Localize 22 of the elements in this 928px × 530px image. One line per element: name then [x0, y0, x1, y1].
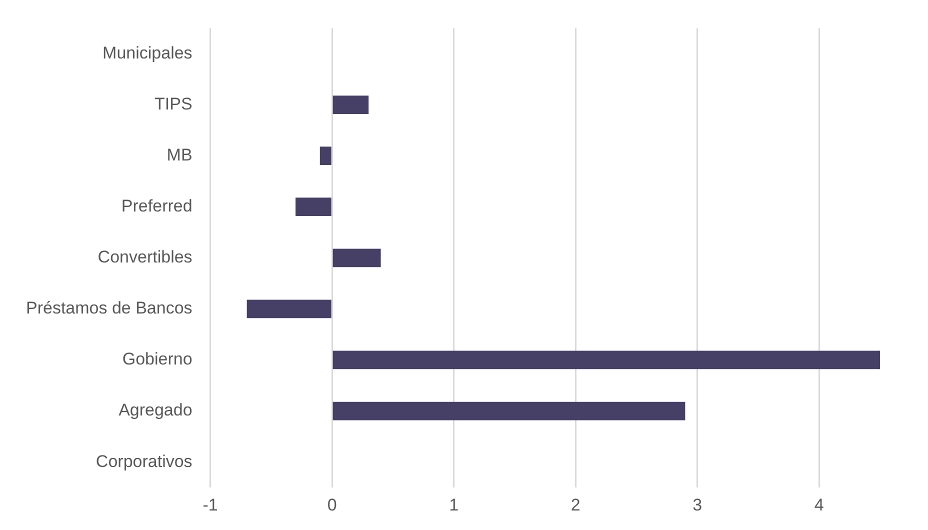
bar	[332, 96, 369, 114]
bar	[332, 248, 381, 268]
y-tick-label: Convertibles	[98, 248, 192, 267]
x-tick-label: 4	[814, 495, 824, 514]
x-tick-label: 2	[570, 495, 580, 514]
x-tick-label: -1	[202, 495, 218, 514]
bar	[320, 146, 332, 165]
x-tick-label: 1	[449, 495, 459, 514]
bar	[296, 198, 332, 216]
bar	[246, 300, 332, 318]
bar	[332, 402, 686, 420]
bar	[332, 350, 880, 370]
y-tick-label: Préstamos de Bancos	[26, 298, 192, 318]
y-tick-label: MB	[166, 146, 192, 164]
y-tick-label: Preferred	[121, 196, 192, 216]
y-tick-label: Agregado	[118, 400, 192, 420]
y-tick-label: Gobierno	[122, 350, 192, 369]
x-tick-label: 0	[327, 495, 337, 514]
y-tick-label: TIPS	[154, 94, 192, 114]
x-tick-label: 3	[692, 495, 702, 514]
y-tick-label: Municipales	[102, 43, 192, 62]
y-tick-label: Corporativos	[96, 452, 192, 471]
